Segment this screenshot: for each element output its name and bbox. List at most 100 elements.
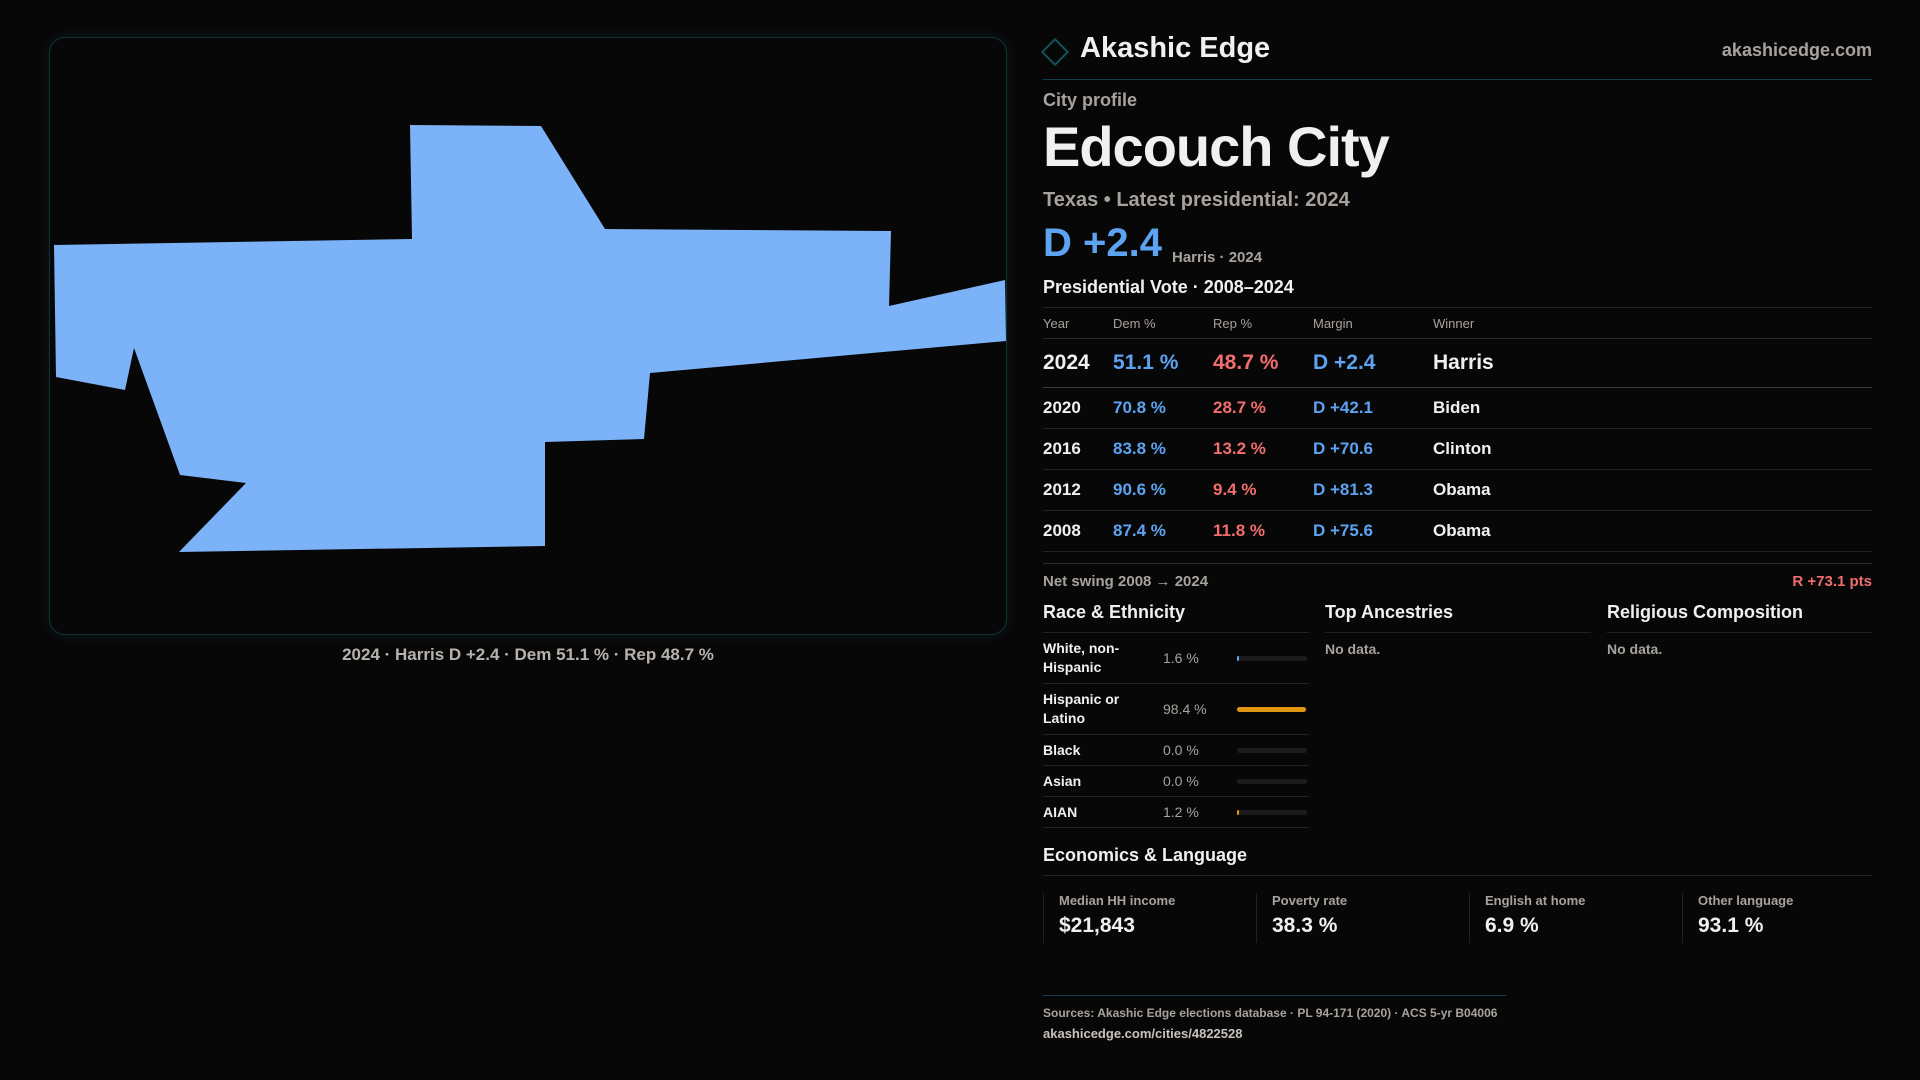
- race-bar: [1237, 778, 1307, 784]
- col-dem: Dem %: [1113, 307, 1213, 339]
- votes-title: Presidential Vote · 2008–2024: [1043, 277, 1294, 297]
- cell-year: 2020: [1043, 387, 1113, 429]
- latest-margin: D +2.4: [1043, 221, 1162, 265]
- race-row: Asian 0.0 %: [1043, 766, 1309, 797]
- race-bar-fill: [1237, 655, 1239, 661]
- race-row: Black 0.0 %: [1043, 735, 1309, 766]
- cell-rep-pct: 28.7 %: [1213, 387, 1313, 429]
- col-margin: Margin: [1313, 307, 1433, 339]
- col-winner: Winner: [1433, 307, 1872, 339]
- table-row: 2016 83.8 % 13.2 % D +70.6 Clinton: [1043, 428, 1872, 470]
- cell-rep-pct: 9.4 %: [1213, 469, 1313, 511]
- race-section: Race & Ethnicity White, non-Hispanic 1.6 …: [1043, 600, 1309, 828]
- stat-label: Median HH income: [1059, 893, 1176, 908]
- brand-name: Akashic Edge: [1080, 32, 1271, 64]
- table-row: 2012 90.6 % 9.4 % D +81.3 Obama: [1043, 469, 1872, 511]
- city-map-panel[interactable]: [49, 37, 1007, 635]
- cell-margin: D +42.1: [1313, 387, 1433, 429]
- table-header: Year Dem % Rep % Margin Winner: [1043, 307, 1872, 339]
- col-rep: Rep %: [1213, 307, 1313, 339]
- race-bar: [1237, 747, 1307, 753]
- race-label: Hispanic or Latino: [1043, 691, 1120, 726]
- cell-dem-pct: 83.8 %: [1113, 428, 1213, 470]
- stat-card: English at home 6.9 %: [1469, 893, 1682, 943]
- race-bar: [1237, 809, 1307, 815]
- cell-winner: Clinton: [1433, 428, 1872, 470]
- table-row: 2008 87.4 % 11.8 % D +75.6 Obama: [1043, 510, 1872, 552]
- stat-value: 38.3 %: [1272, 914, 1338, 937]
- race-pct: 0.0 %: [1163, 773, 1199, 789]
- stat-value: 93.1 %: [1698, 914, 1764, 937]
- ancestries-title: Top Ancestries: [1325, 600, 1591, 633]
- cell-winner: Harris: [1433, 338, 1872, 388]
- cell-dem-pct: 70.8 %: [1113, 387, 1213, 429]
- race-row: White, non-Hispanic 1.6 %: [1043, 633, 1309, 684]
- stat-label: Poverty rate: [1272, 893, 1348, 908]
- cell-winner: Obama: [1433, 469, 1872, 511]
- race-pct: 1.6 %: [1163, 650, 1199, 666]
- page-title: Edcouch City: [1043, 115, 1390, 178]
- divider: [1043, 875, 1872, 876]
- presidential-vote-table: Year Dem % Rep % Margin Winner 2024 51.1 …: [1043, 307, 1872, 552]
- race-row: Hispanic or Latino 98.4 %: [1043, 684, 1309, 735]
- header: Akashic Edge akashicedge.com: [1040, 30, 1872, 80]
- city-boundary-shape: [54, 125, 1006, 552]
- race-label: Black: [1043, 741, 1081, 758]
- stat-card: Other language 93.1 %: [1682, 893, 1895, 943]
- cell-year: 2008: [1043, 510, 1113, 552]
- ancestries-empty: No data.: [1325, 641, 1381, 657]
- diamond-logo-icon: [1040, 37, 1070, 67]
- cell-dem-pct: 90.6 %: [1113, 469, 1213, 511]
- col-year: Year: [1043, 307, 1113, 339]
- race-bar: [1237, 655, 1307, 661]
- table-row: 2024 51.1 % 48.7 % D +2.4 Harris: [1043, 338, 1872, 388]
- stat-label: Other language: [1698, 893, 1794, 908]
- race-pct: 98.4 %: [1163, 701, 1207, 717]
- divider: [1043, 563, 1872, 564]
- race-label: Asian: [1043, 772, 1082, 789]
- cell-rep-pct: 13.2 %: [1213, 428, 1313, 470]
- cell-year: 2012: [1043, 469, 1113, 511]
- ancestries-section: Top Ancestries No data.: [1325, 600, 1591, 657]
- race-label: AIAN: [1043, 803, 1078, 820]
- stat-card: Poverty rate 38.3 %: [1256, 893, 1469, 943]
- religion-title: Religious Composition: [1607, 600, 1872, 633]
- cell-dem-pct: 87.4 %: [1113, 510, 1213, 552]
- cell-rep-pct: 48.7 %: [1213, 338, 1313, 388]
- race-label: White, non-Hispanic: [1043, 640, 1120, 675]
- cell-margin: D +2.4: [1313, 338, 1433, 388]
- race-pct: 1.2 %: [1163, 804, 1199, 820]
- latest-margin-note: Harris · 2024: [1172, 249, 1263, 266]
- cell-margin: D +75.6: [1313, 510, 1433, 552]
- religion-empty: No data.: [1607, 641, 1663, 657]
- table-row: 2020 70.8 % 28.7 % D +42.1 Biden: [1043, 387, 1872, 429]
- cell-rep-pct: 11.8 %: [1213, 510, 1313, 552]
- cell-margin: D +81.3: [1313, 469, 1433, 511]
- cell-dem-pct: 51.1 %: [1113, 338, 1213, 388]
- stat-card: Median HH income $21,843: [1043, 893, 1256, 943]
- race-pct: 0.0 %: [1163, 742, 1199, 758]
- race-bar-fill: [1237, 706, 1306, 712]
- cell-year: 2024: [1043, 338, 1113, 388]
- race-title: Race & Ethnicity: [1043, 600, 1309, 633]
- stat-value: 6.9 %: [1485, 914, 1539, 937]
- cell-year: 2016: [1043, 428, 1113, 470]
- religion-section: Religious Composition No data.: [1607, 600, 1872, 657]
- city-url[interactable]: akashicedge.com/cities/4822528: [1043, 1026, 1243, 1041]
- footer-divider: [1043, 995, 1506, 996]
- cell-margin: D +70.6: [1313, 428, 1433, 470]
- page-kicker: City profile: [1043, 90, 1138, 110]
- stat-value: $21,843: [1059, 914, 1135, 937]
- city-boundary-map: [54, 125, 1006, 552]
- cell-winner: Obama: [1433, 510, 1872, 552]
- cell-winner: Biden: [1433, 387, 1872, 429]
- race-row: AIAN 1.2 %: [1043, 797, 1309, 828]
- net-swing-value: R +73.1 pts: [1792, 573, 1872, 590]
- subtitle: Texas • Latest presidential: 2024: [1043, 189, 1350, 211]
- stat-label: English at home: [1485, 893, 1586, 908]
- race-bar: [1237, 706, 1307, 712]
- net-swing-label: Net swing 2008 → 2024: [1043, 573, 1209, 590]
- map-caption: 2024 · Harris D +2.4 · Dem 51.1 % · Rep …: [342, 645, 714, 664]
- economics-title: Economics & Language: [1043, 845, 1248, 865]
- site-link[interactable]: akashicedge.com: [1721, 40, 1872, 60]
